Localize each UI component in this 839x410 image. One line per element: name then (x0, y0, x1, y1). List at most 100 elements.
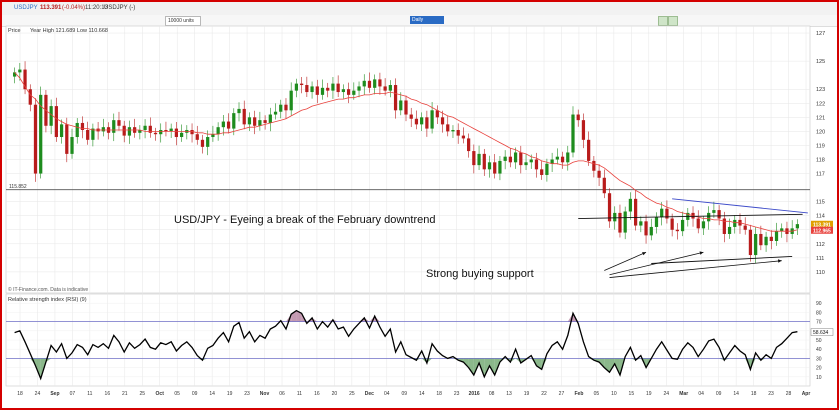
candle-body (477, 153, 481, 166)
candle-body (253, 117, 257, 126)
x-tick-label: 21 (122, 391, 128, 397)
x-tick-label: 16 (105, 391, 111, 397)
candle-body (305, 85, 309, 93)
trendline (578, 213, 803, 219)
clock: 11:20:13 (85, 5, 108, 11)
ma-value-badge: 112.965 (813, 228, 831, 234)
candle-body (346, 89, 351, 95)
candle-body (545, 163, 549, 175)
candle-body (493, 162, 497, 174)
candle-body (440, 117, 445, 125)
candle-body (430, 110, 434, 129)
candle-body (602, 177, 606, 194)
candle-body (675, 229, 679, 232)
candle-body (300, 83, 304, 86)
level-label: 115.852 (9, 184, 27, 190)
rsi-tick-label: 20 (816, 366, 822, 372)
current-price-badge: 113.391 (813, 222, 831, 228)
candle-body (727, 226, 732, 234)
x-tick-label: 09 (192, 391, 198, 397)
candle-body (712, 210, 716, 213)
candle-body (733, 219, 737, 227)
candle-body (49, 106, 53, 126)
x-tick-label: 04 (384, 391, 390, 397)
candle-body (498, 160, 502, 174)
x-tick-label: 14 (419, 391, 425, 397)
symbol-label: USDJPY (14, 5, 38, 11)
candle-body (289, 90, 293, 111)
x-tick-label: 18 (436, 391, 442, 397)
x-tick-label: Feb (574, 391, 583, 397)
candle-body (258, 120, 262, 126)
x-tick-label: 2016 (469, 391, 480, 397)
candle-body (717, 210, 721, 219)
candle-body (769, 236, 773, 242)
x-tick-label: 14 (733, 391, 739, 397)
headline-annotation: USD/JPY - Eyeing a break of the February… (174, 214, 436, 226)
candle-body (294, 83, 299, 91)
candle-body (138, 129, 142, 133)
x-tick-label: 14 (209, 391, 215, 397)
candle-body (399, 100, 403, 111)
candle-body (263, 120, 267, 123)
candle-body (39, 94, 43, 174)
candle-body (680, 219, 685, 232)
candle-body (467, 138, 471, 152)
rsi-tick-label: 50 (816, 338, 822, 344)
price-tick-label: 118 (816, 158, 825, 164)
annotation-arrow-line (604, 251, 647, 271)
x-tick-label: 28 (786, 391, 792, 397)
last-price: 113.391 (40, 5, 62, 11)
candle-body (780, 228, 784, 232)
candle-body (352, 90, 356, 95)
candle-body (707, 212, 711, 222)
x-tick-label: 19 (646, 391, 652, 397)
candle-body (446, 124, 450, 132)
candle-body (633, 198, 638, 226)
candle-body (654, 217, 659, 227)
rsi-tick-label: 30 (816, 356, 822, 362)
candle-body (65, 124, 69, 154)
candle-body (743, 225, 747, 230)
candle-body (279, 104, 283, 112)
candle-body (59, 124, 64, 138)
candle-body (414, 118, 419, 125)
candle-body (117, 120, 121, 126)
candle-body (12, 72, 17, 77)
chart-type-icon[interactable] (658, 16, 668, 26)
candle-body (200, 139, 205, 147)
candle-body (613, 212, 617, 222)
price-range-note: Year High 121.689 Low 110.668 (30, 28, 108, 34)
candle-body (425, 117, 429, 129)
candle-body (169, 128, 173, 132)
units-select[interactable]: 10000 units (165, 16, 201, 26)
price-change: (-0.04%) (62, 5, 86, 11)
candle-body (487, 162, 492, 170)
price-tick-label: 127 (816, 31, 825, 37)
candle-body (362, 80, 366, 87)
candle-body (660, 208, 664, 218)
rsi-oversold-fill (630, 358, 636, 361)
rsi-oversold-fill (489, 358, 495, 375)
candle-body (122, 125, 126, 136)
candle-body (247, 117, 252, 125)
candle-body (91, 128, 95, 140)
candle-body (550, 159, 554, 164)
candle-body (555, 156, 559, 160)
candle-body (508, 156, 512, 163)
price-tick-label: 110 (816, 270, 825, 276)
x-tick-label: 23 (768, 391, 774, 397)
price-tick-label: 123 (816, 87, 825, 93)
x-tick-label: Dec (365, 391, 374, 397)
candle-body (310, 86, 314, 93)
x-tick-label: 10 (611, 391, 617, 397)
candle-body (33, 104, 38, 174)
candle-body (665, 208, 669, 219)
interval-select[interactable]: Daily (410, 16, 444, 24)
rsi-tick-label: 90 (816, 301, 822, 307)
support-annotation: Strong buying support (426, 268, 534, 280)
x-tick-label: 18 (17, 391, 23, 397)
candle-body (566, 152, 570, 163)
candle-body (482, 153, 486, 170)
indicator-icon[interactable] (668, 16, 678, 26)
